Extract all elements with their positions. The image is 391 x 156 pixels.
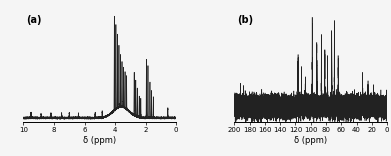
Text: (b): (b) <box>237 15 253 25</box>
X-axis label: δ (ppm): δ (ppm) <box>294 136 327 145</box>
X-axis label: δ (ppm): δ (ppm) <box>83 136 117 145</box>
Text: (a): (a) <box>27 15 42 25</box>
